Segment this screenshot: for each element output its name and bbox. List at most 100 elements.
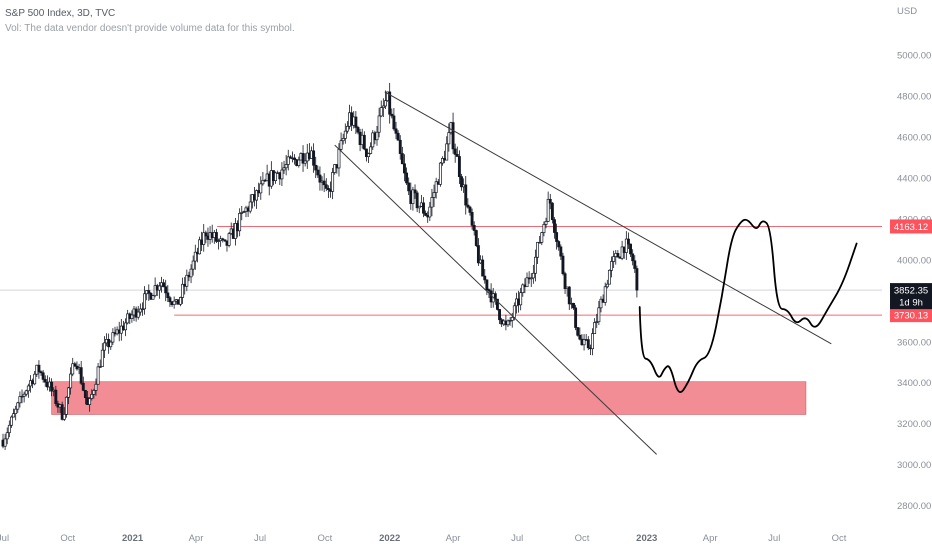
candle-228 [483, 269, 487, 284]
candle-body-2 [5, 432, 9, 440]
time-tick-8: Jul [511, 533, 523, 544]
candle-174 [369, 142, 373, 155]
candle-178 [377, 107, 381, 138]
candle-body-217 [460, 176, 463, 188]
candle-body-207 [438, 162, 442, 185]
candle-body-163 [345, 125, 349, 132]
candle-289 [612, 250, 616, 269]
candle-body-160 [339, 140, 343, 150]
candle-body-34 [73, 363, 77, 367]
candle-body-136 [288, 156, 292, 159]
time-tick-0: Jul [0, 533, 9, 544]
candle-body-270 [572, 302, 575, 309]
candle-body-152 [322, 180, 326, 186]
candle-body-1 [3, 438, 7, 447]
candle-192 [407, 177, 411, 196]
candle-17 [37, 360, 41, 379]
candle-body-179 [379, 107, 383, 117]
candle-body-30 [64, 396, 68, 415]
candle-body-67 [143, 293, 147, 310]
candle-body-228 [483, 275, 487, 281]
price-tick-4600: 4600.00 [897, 132, 931, 143]
candle-body-296 [626, 238, 630, 245]
candle-body-286 [605, 283, 609, 288]
candle-body-220 [466, 204, 470, 208]
candle-45 [96, 363, 100, 385]
candle-58 [124, 318, 128, 337]
candle-256 [542, 221, 546, 237]
candle-body-147 [312, 150, 316, 166]
candle-250 [529, 273, 533, 287]
candle-3 [7, 420, 11, 438]
candle-body-227 [481, 259, 485, 277]
candle-291 [616, 250, 620, 258]
candle-195 [413, 184, 417, 199]
candle-body-189 [400, 153, 404, 165]
trendline-upper [384, 91, 832, 345]
candle-body-112 [238, 213, 242, 232]
candle-213 [451, 112, 455, 154]
candle-187 [396, 130, 400, 141]
candle-135 [286, 149, 290, 171]
candle-body-234 [495, 298, 499, 310]
candle-body-200 [424, 212, 428, 216]
candle-207 [438, 161, 442, 187]
candle-104 [221, 237, 225, 243]
candle-235 [498, 308, 502, 324]
level-badge-1: 3730.13 [890, 308, 932, 323]
price-tick-3400: 3400.00 [897, 378, 931, 389]
candle-33 [71, 357, 75, 377]
candle-body-279 [591, 333, 594, 350]
candle-120 [255, 189, 259, 209]
candle-body-122 [259, 183, 263, 194]
candle-260 [550, 202, 554, 224]
candle-body-31 [67, 387, 70, 398]
candle-body-210 [445, 143, 449, 161]
candle-body-194 [411, 189, 415, 204]
candle-65 [138, 303, 142, 316]
candle-body-235 [498, 309, 502, 321]
candle-136 [288, 155, 292, 159]
candle-body-250 [529, 277, 533, 280]
candle-body-204 [432, 192, 436, 198]
candle-body-123 [261, 179, 265, 185]
projection-path [638, 218, 858, 393]
candle-281 [595, 313, 599, 328]
candle-91 [193, 244, 197, 270]
candle-266 [563, 271, 567, 294]
candle-34 [73, 361, 77, 367]
price-tick-4000: 4000.00 [897, 255, 931, 266]
candle-32 [69, 367, 73, 395]
candle-239 [506, 319, 510, 328]
candle-body-190 [403, 163, 406, 174]
time-tick-2: 2021 [122, 533, 144, 544]
support-zone-layer [51, 381, 807, 415]
time-tick-13: Oct [832, 533, 847, 544]
candle-288 [610, 256, 613, 278]
candle-body-132 [280, 169, 284, 180]
candle-body-148 [314, 164, 318, 171]
candle-277 [586, 336, 590, 351]
candle-body-257 [544, 221, 548, 225]
candle-254 [538, 235, 542, 244]
symbol-title[interactable]: S&P 500 Index, 3D, TVC [5, 8, 116, 19]
support-zone-rect [51, 381, 807, 415]
candle-157 [333, 164, 337, 175]
candle-body-61 [130, 314, 134, 319]
candle-77 [164, 279, 168, 302]
candle-298 [631, 249, 635, 266]
candle-body-214 [453, 148, 457, 155]
candle-67 [143, 286, 147, 315]
candle-153 [324, 178, 328, 192]
candle-body-4 [10, 416, 13, 426]
candle-223 [472, 221, 476, 236]
candle-body-254 [538, 241, 542, 244]
candle-190 [403, 154, 406, 182]
candle-199 [422, 197, 425, 218]
candle-body-241 [510, 317, 514, 321]
candle-body-64 [136, 311, 140, 318]
candle-body-66 [141, 308, 144, 311]
candle-72 [153, 277, 157, 298]
time-axis[interactable]: Jul Oct 2021 Apr Jul Oct 2022 Apr Jul Oct 2023 Apr J… [0, 533, 847, 544]
